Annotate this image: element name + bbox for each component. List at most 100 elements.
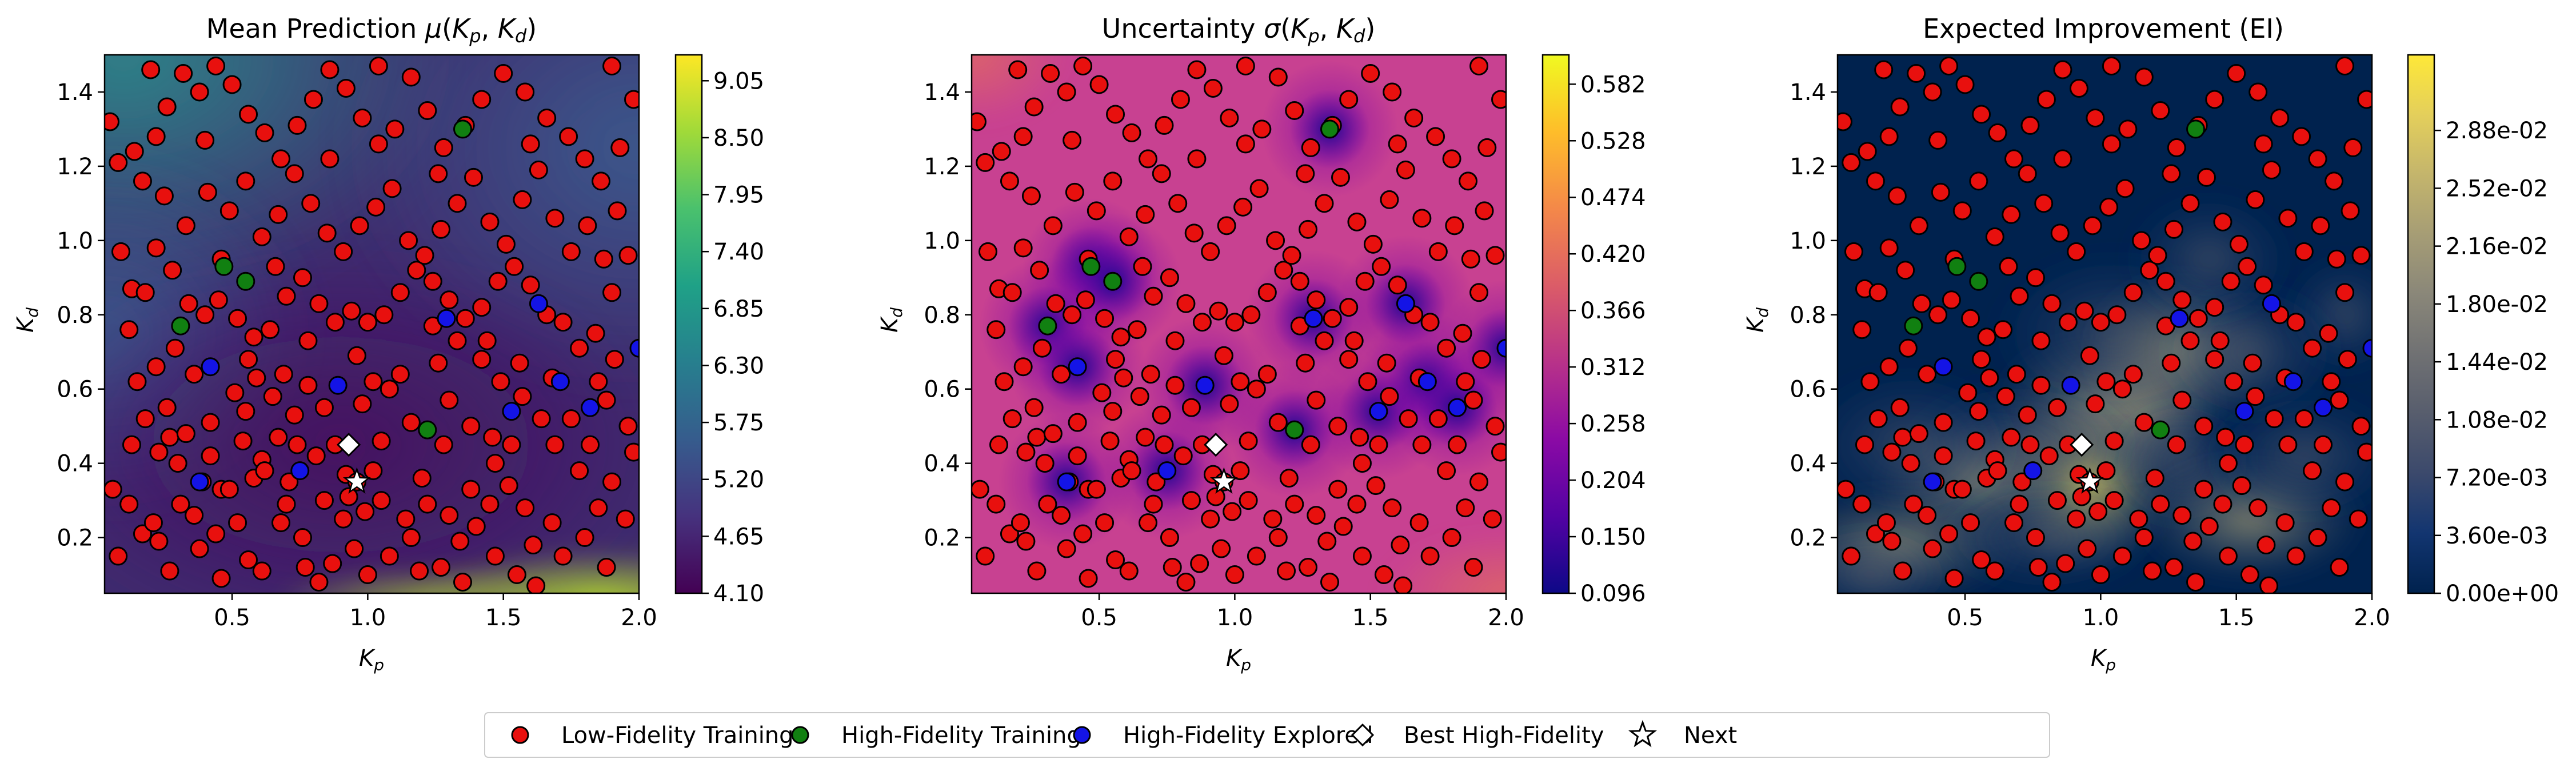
low-fidelity-point — [513, 190, 532, 209]
low-fidelity-point — [2145, 469, 2164, 488]
y-tick-label: 0.6 — [57, 377, 93, 403]
heatmap-mean — [105, 55, 639, 593]
low-fidelity-point — [1016, 532, 1036, 551]
low-fidelity-point — [2164, 558, 2184, 577]
low-fidelity-point — [2275, 513, 2295, 533]
low-fidelity-point — [989, 435, 1008, 454]
low-fidelity-point — [499, 476, 518, 496]
low-fidelity-point — [1173, 446, 1193, 466]
high-fidelity-explored-point — [2283, 372, 2303, 392]
low-fidelity-point — [1089, 75, 1109, 94]
low-fidelity-point — [1928, 305, 1948, 325]
low-fidelity-point — [1073, 524, 1093, 544]
low-fidelity-point — [396, 509, 416, 529]
low-fidelity-point — [303, 90, 323, 109]
low-fidelity-point — [472, 298, 492, 317]
low-fidelity-point — [157, 398, 177, 417]
low-fidelity-point — [2221, 271, 2240, 291]
low-fidelity-point — [1934, 446, 1953, 466]
legend-label-0: Low-Fidelity Training — [561, 722, 794, 749]
low-fidelity-point — [1144, 286, 1163, 306]
low-fidelity-point — [1352, 546, 1372, 566]
legend: Low-Fidelity Training High-Fidelity Train… — [484, 712, 2050, 758]
low-fidelity-point — [2330, 558, 2349, 577]
low-fidelity-point — [507, 565, 526, 585]
low-fidelity-point — [1184, 223, 1204, 243]
low-fidelity-point — [581, 435, 600, 454]
low-fidelity-point — [537, 108, 557, 127]
low-fidelity-point — [2335, 56, 2355, 75]
low-fidelity-point — [2229, 234, 2248, 254]
low-fidelity-point — [1119, 227, 1139, 246]
low-fidelity-point — [1912, 294, 1931, 313]
low-fidelity-point — [2020, 115, 2040, 135]
low-fidelity-point — [1165, 331, 1185, 350]
low-fidelity-point — [179, 294, 198, 313]
panel-mean: Mean Prediction μ(Kp, Kd) 0.5 1.0 1.5 2.00.… — [13, 13, 764, 674]
low-fidelity-point — [285, 405, 304, 425]
low-fidelity-point — [1320, 573, 1339, 592]
low-fidelity-point — [1355, 271, 1375, 291]
low-fidelity-point — [1136, 205, 1155, 224]
low-fidelity-point — [2205, 90, 2224, 109]
low-fidelity-point — [2224, 372, 2243, 392]
low-fidelity-point — [358, 313, 377, 332]
low-fidelity-point — [263, 387, 282, 406]
low-fidelity-point — [2002, 428, 2021, 447]
low-fidelity-point — [2308, 528, 2327, 548]
low-fidelity-point — [372, 432, 391, 451]
high-fidelity-explored-point — [328, 375, 348, 395]
low-fidelity-point — [1868, 283, 1888, 302]
low-fidelity-point — [1909, 216, 1928, 235]
low-fidelity-point — [1893, 428, 1912, 447]
low-fidelity-point — [105, 112, 119, 131]
low-fidelity-point — [1994, 320, 2013, 339]
high-fidelity-explored-point — [437, 309, 456, 328]
ylabel-ei: Kd — [1743, 307, 1772, 333]
low-fidelity-point — [1236, 134, 1255, 154]
low-fidelity-point — [429, 353, 448, 373]
best-high-fidelity-marker — [1204, 433, 1228, 457]
legend-marker-3 — [1351, 723, 1375, 747]
low-fidelity-point — [1918, 506, 1937, 525]
low-fidelity-point — [1879, 238, 1899, 258]
low-fidelity-point — [2018, 405, 2037, 425]
plot-frame — [103, 54, 640, 594]
low-fidelity-point — [1858, 142, 1877, 161]
heatmap-sigma — [972, 55, 1506, 593]
colorbar-tick-label: 5.75 — [713, 410, 764, 436]
low-fidelity-point — [366, 197, 386, 217]
low-fidelity-point — [347, 346, 366, 365]
colorbar-tick-label: 0.312 — [1580, 354, 1646, 381]
low-fidelity-point — [390, 365, 410, 384]
low-fidelity-point — [271, 149, 291, 169]
low-fidelity-point — [1988, 123, 2007, 142]
x-tick-label: 1.0 — [2083, 605, 2119, 631]
low-fidelity-point — [1038, 494, 1057, 514]
low-fidelity-point — [2099, 197, 2119, 217]
low-fidelity-point — [1201, 509, 1220, 529]
low-fidelity-point — [2004, 513, 2024, 533]
low-fidelity-point — [195, 305, 215, 325]
low-fidelity-point — [1396, 160, 1415, 179]
low-fidelity-point — [1874, 60, 1894, 79]
low-fidelity-point — [301, 194, 321, 213]
next-marker — [2076, 467, 2104, 494]
low-fidelity-point — [2004, 149, 2024, 169]
low-fidelity-point — [1404, 108, 1424, 127]
low-fidelity-point — [336, 78, 356, 98]
x-tick-label: 1.5 — [1352, 605, 1389, 631]
low-fidelity-point — [2303, 338, 2322, 358]
low-fidelity-point — [1296, 164, 1315, 183]
low-fidelity-point — [1095, 309, 1115, 328]
low-fidelity-point — [1122, 123, 1141, 142]
low-fidelity-point — [185, 506, 204, 525]
low-fidelity-point — [2129, 509, 2148, 529]
low-fidelity-point — [1317, 532, 1337, 551]
low-fidelity-point — [1333, 517, 1353, 536]
high-fidelity-training-point — [236, 271, 255, 291]
colorbar-tick-label: 6.30 — [713, 353, 764, 379]
low-fidelity-point — [323, 554, 342, 573]
low-fidelity-point — [1247, 546, 1266, 566]
high-fidelity-explored-point — [629, 338, 639, 358]
